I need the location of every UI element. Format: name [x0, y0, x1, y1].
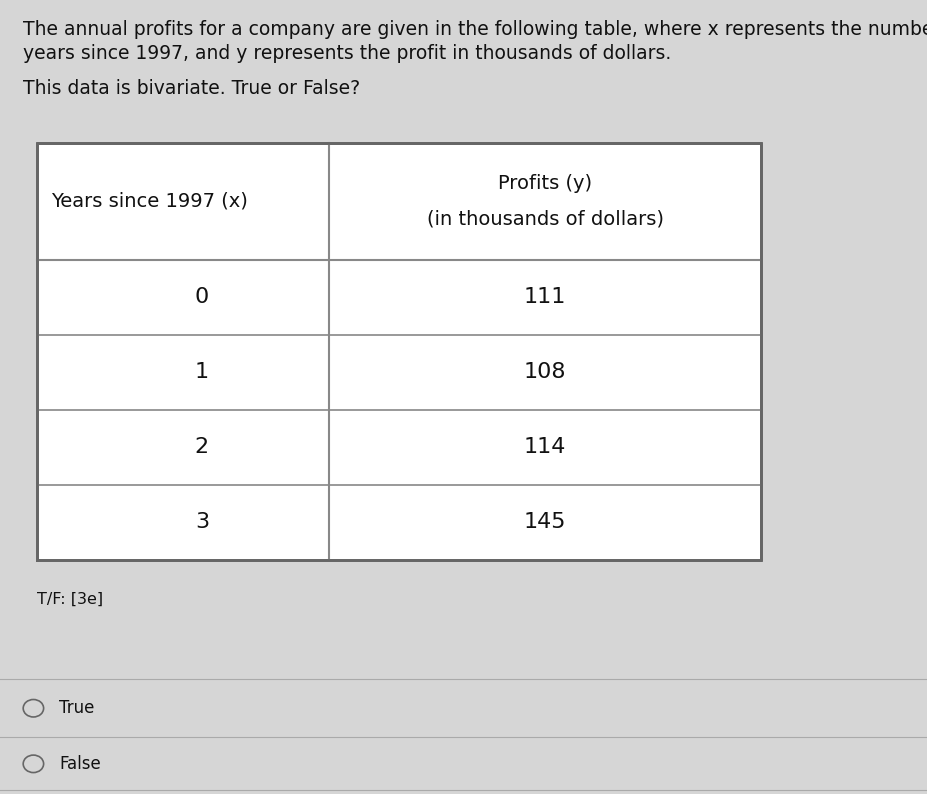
Text: 2: 2 — [195, 437, 209, 457]
Text: True: True — [59, 700, 95, 717]
Text: 3: 3 — [195, 512, 209, 532]
Text: years since 1997, and y represents the profit in thousands of dollars.: years since 1997, and y represents the p… — [23, 44, 671, 63]
Text: T/F: [3e]: T/F: [3e] — [37, 592, 103, 607]
Text: The annual profits for a company are given in the following table, where x repre: The annual profits for a company are giv… — [23, 20, 927, 39]
Text: 145: 145 — [524, 512, 565, 532]
Text: Years since 1997 (x): Years since 1997 (x) — [51, 192, 248, 210]
FancyBboxPatch shape — [37, 143, 760, 560]
Text: 0: 0 — [195, 287, 209, 307]
Text: 114: 114 — [524, 437, 565, 457]
Text: (in thousands of dollars): (in thousands of dollars) — [426, 210, 663, 228]
Text: 108: 108 — [524, 362, 565, 382]
Text: This data is bivariate. True or False?: This data is bivariate. True or False? — [23, 79, 360, 98]
Text: 1: 1 — [195, 362, 209, 382]
Text: 111: 111 — [524, 287, 565, 307]
Text: False: False — [59, 755, 101, 773]
Text: Profits (y): Profits (y) — [498, 175, 591, 193]
